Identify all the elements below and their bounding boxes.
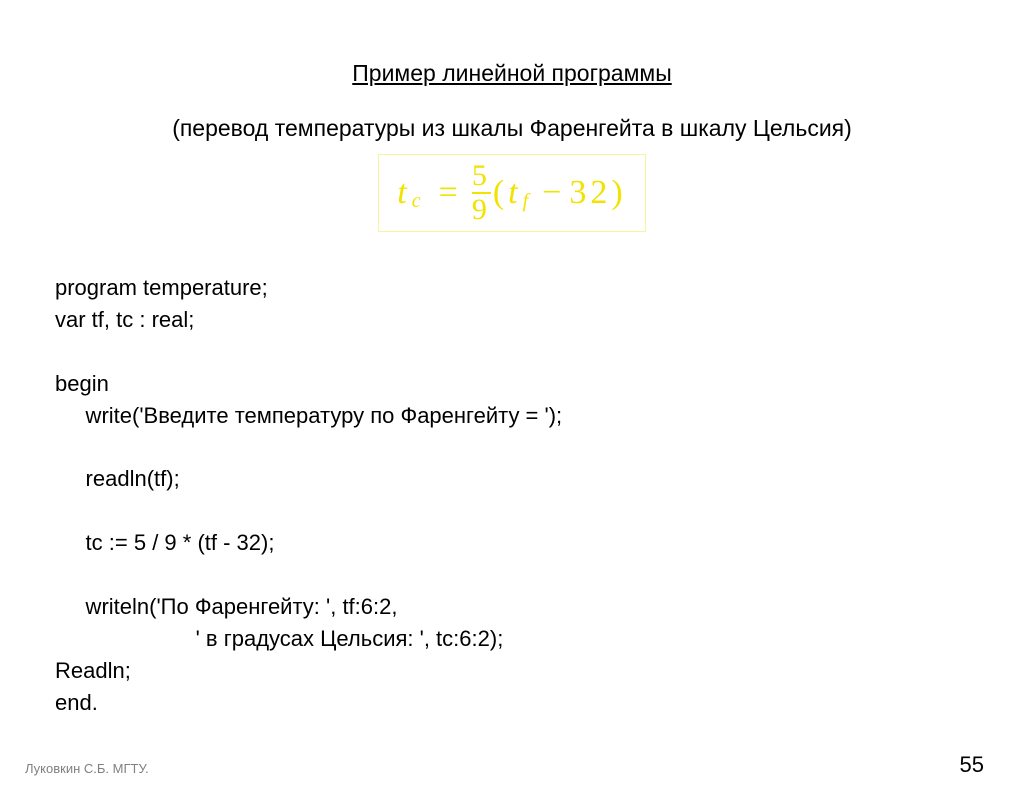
formula-lhs-sub: c — [412, 190, 425, 213]
formula-rhs-sub: f — [523, 190, 533, 213]
formula-open-paren: ( — [493, 174, 508, 212]
slide-title: Пример линейной программы — [55, 60, 969, 87]
code-line-2: var tf, tc : real; — [55, 307, 194, 332]
code-line-13: Readln; — [55, 658, 131, 683]
slide-subtitle: (перевод температуры из шкалы Фаренгейта… — [55, 115, 969, 142]
code-line-1: program temperature; — [55, 275, 268, 300]
formula-box: tc = 5 9 (tf − 32) — [378, 154, 645, 232]
code-line-5: write('Введите температуру по Фаренгейту… — [55, 403, 562, 428]
formula-equals: = — [439, 174, 462, 212]
footer-page-number: 55 — [960, 752, 984, 778]
code-line-4: begin — [55, 371, 109, 396]
formula-close-paren: ) — [611, 174, 626, 212]
formula-constant: 32 — [569, 174, 611, 212]
code-line-11: writeln('По Фаренгейту: ', tf:6:2, — [55, 594, 397, 619]
formula-container: tc = 5 9 (tf − 32) — [55, 154, 969, 232]
formula-rhs-var: t — [508, 174, 521, 212]
code-line-12: ' в градусах Цельсия: ', tc:6:2); — [55, 626, 503, 651]
footer-author: Луковкин С.Б. МГТУ. — [25, 761, 149, 776]
formula-numerator: 5 — [472, 161, 491, 192]
code-line-7: readln(tf); — [55, 466, 180, 491]
formula-minus: − — [542, 174, 565, 212]
code-block: program temperature; var tf, tc : real; … — [55, 272, 969, 718]
code-line-9: tc := 5 / 9 * (tf - 32); — [55, 530, 274, 555]
formula-fraction: 5 9 — [472, 161, 491, 225]
formula-denominator: 9 — [472, 192, 491, 225]
formula-lhs-var: t — [397, 174, 410, 212]
code-line-14: end. — [55, 690, 98, 715]
